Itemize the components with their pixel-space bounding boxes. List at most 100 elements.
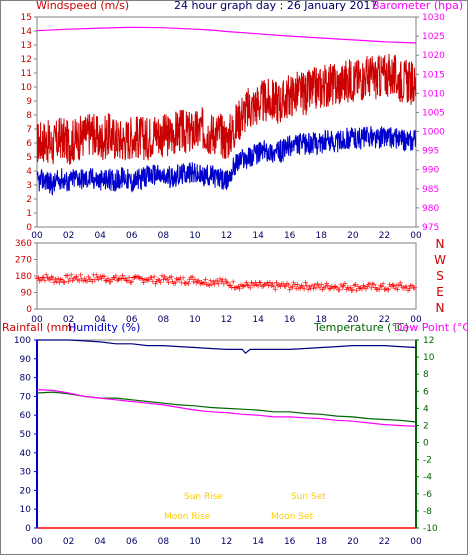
- direction-point: +: [196, 276, 203, 285]
- direction-point: +: [161, 272, 168, 281]
- direction-point: +: [280, 279, 287, 288]
- direction-point: +: [180, 274, 187, 283]
- direction-point: +: [122, 274, 129, 283]
- compass-label: E: [436, 285, 444, 299]
- direction-point: +: [374, 284, 381, 293]
- direction-point: +: [124, 276, 131, 285]
- direction-point: +: [61, 278, 68, 287]
- direction-point: +: [371, 280, 378, 289]
- direction-point: +: [396, 281, 403, 290]
- wind-x-tick: 16: [284, 231, 296, 241]
- direction-point: +: [268, 281, 275, 290]
- direction-x-tick: 12: [221, 315, 232, 325]
- direction-point: +: [192, 275, 199, 284]
- direction-point: +: [318, 280, 325, 289]
- direction-point: +: [373, 285, 380, 294]
- direction-point: +: [378, 282, 385, 291]
- wind-x-tick: 20: [347, 231, 359, 241]
- compass-label: W: [434, 253, 446, 267]
- direction-point: +: [88, 275, 95, 284]
- direction-point: +: [271, 282, 278, 291]
- direction-point: +: [340, 282, 347, 291]
- direction-point: +: [177, 274, 184, 283]
- direction-point: +: [105, 275, 112, 284]
- direction-point: +: [171, 279, 178, 288]
- direction-point: +: [130, 274, 137, 283]
- direction-point: +: [52, 275, 59, 284]
- baro-y-tick: 980: [422, 204, 439, 214]
- direction-point: +: [55, 274, 62, 283]
- direction-point: +: [409, 282, 416, 291]
- direction-point: +: [69, 276, 76, 285]
- direction-point: +: [85, 272, 92, 281]
- direction-point: +: [403, 282, 410, 291]
- temp-x-tick: 20: [347, 537, 359, 547]
- direction-point: +: [103, 276, 110, 285]
- direction-point: +: [99, 271, 106, 280]
- graph-title: 24 hour graph day : 26 January 2017: [174, 0, 378, 12]
- direction-point: +: [182, 279, 189, 288]
- direction-point: +: [264, 279, 271, 288]
- temp-x-tick: 14: [252, 537, 264, 547]
- compass-label: S: [436, 269, 444, 283]
- direction-point: +: [411, 284, 418, 293]
- temp-y-tick: 10: [423, 353, 435, 363]
- direction-point: +: [56, 278, 63, 287]
- barometer-axis-label: Barometer (hpa): [372, 0, 463, 12]
- wind-y-tick: 15: [21, 13, 32, 23]
- direction-point: +: [34, 274, 41, 283]
- direction-point: +: [342, 279, 349, 288]
- direction-point: +: [246, 281, 253, 290]
- direction-point: +: [73, 272, 80, 281]
- direction-point: +: [351, 281, 358, 290]
- direction-point: +: [219, 276, 226, 285]
- direction-point: +: [331, 283, 338, 292]
- direction-point: +: [215, 279, 222, 288]
- direction-point: +: [276, 280, 283, 289]
- direction-point: +: [60, 278, 67, 287]
- direction-point: +: [199, 279, 206, 288]
- direction-point: +: [201, 279, 208, 288]
- direction-point: +: [160, 275, 167, 284]
- windspeed-axis-label: Windspeed (m/s): [36, 0, 129, 12]
- direction-point: +: [251, 281, 258, 290]
- wind-y-tick: 6: [26, 139, 32, 149]
- direction-point: +: [44, 273, 51, 282]
- wind-y-tick: 1: [26, 209, 32, 219]
- direction-point: +: [121, 274, 128, 283]
- baro-y-tick: 1030: [422, 13, 445, 23]
- direction-point: +: [282, 282, 289, 291]
- direction-point: +: [188, 273, 195, 282]
- humidity-y-tick: 50: [20, 430, 32, 440]
- temp-plot-area: [36, 339, 417, 529]
- temp-x-tick: 00: [410, 537, 422, 547]
- direction-point: +: [159, 271, 166, 280]
- direction-point: +: [249, 280, 256, 289]
- direction-point: +: [338, 280, 345, 289]
- direction-point: +: [207, 277, 214, 286]
- direction-point: +: [224, 278, 231, 287]
- direction-point: +: [238, 280, 245, 289]
- direction-point: +: [203, 280, 210, 289]
- direction-point: +: [155, 275, 162, 284]
- direction-point: +: [315, 282, 322, 291]
- temp-x-tick: 02: [63, 537, 74, 547]
- temp-x-tick: 12: [221, 537, 232, 547]
- direction-point: +: [111, 274, 118, 283]
- direction-point: +: [256, 278, 263, 287]
- wind-y-tick: 5: [26, 153, 32, 163]
- direction-point: +: [405, 286, 412, 295]
- direction-y-tick: 360: [15, 239, 32, 249]
- direction-point: +: [382, 284, 389, 293]
- direction-point: +: [353, 286, 360, 295]
- direction-point: +: [323, 279, 330, 288]
- direction-point: +: [228, 283, 235, 292]
- direction-point: +: [49, 274, 56, 283]
- direction-point: +: [335, 286, 342, 295]
- baro-y-tick: 985: [422, 185, 439, 195]
- direction-point: +: [232, 284, 239, 293]
- direction-point: +: [369, 279, 376, 288]
- direction-point: +: [236, 284, 243, 293]
- direction-point: +: [272, 285, 279, 294]
